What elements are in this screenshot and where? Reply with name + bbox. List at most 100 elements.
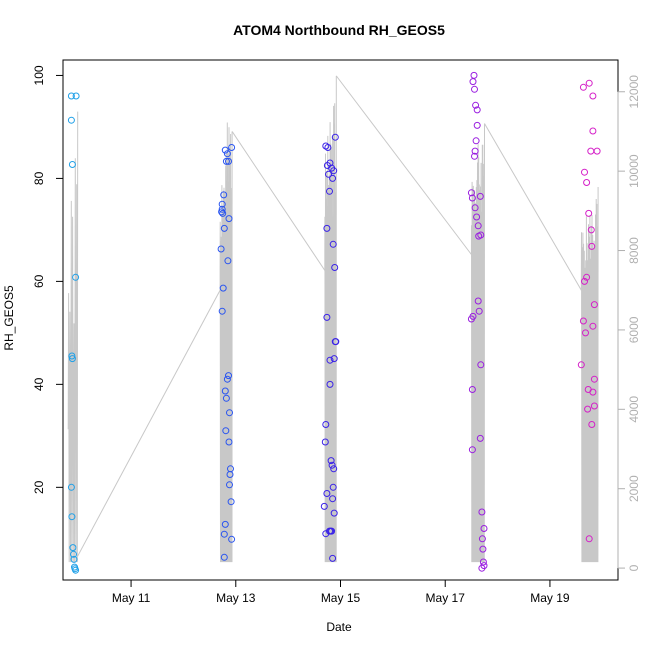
data-point-flight-4 <box>478 564 486 572</box>
data-point-flight-4 <box>468 386 476 393</box>
data-point-flight-4 <box>475 307 483 315</box>
data-point-flight-5 <box>583 273 591 281</box>
data-point-flight-2 <box>222 427 230 435</box>
altitude-flight-3 <box>324 75 337 563</box>
y-axis-label: RH_GEOS5 <box>2 285 16 351</box>
altitude-flight-4 <box>470 123 485 563</box>
x-tick-label: May 19 <box>530 591 570 605</box>
data-point-flight-3 <box>326 380 334 388</box>
data-point-flight-5 <box>589 388 597 396</box>
data-point-flight-1 <box>68 161 76 168</box>
data-point-flight-4 <box>472 101 480 109</box>
data-point-flight-2 <box>224 257 232 265</box>
data-point-flight-2 <box>221 387 229 395</box>
data-point-flight-3 <box>322 421 330 428</box>
data-point-flight-3 <box>329 483 337 491</box>
data-point-flight-4 <box>476 434 484 442</box>
chart-title: ATOM4 Northbound RH_GEOS5 <box>233 22 445 38</box>
altitude-flight-1 <box>67 111 79 563</box>
data-point-flight-2 <box>218 208 226 216</box>
data-point-flight-4 <box>468 446 476 454</box>
data-point-flight-4 <box>467 315 475 323</box>
data-point-flight-3 <box>330 509 338 517</box>
y-axis: 20 40 60 80 100 <box>32 65 64 494</box>
data-point-flight-3 <box>331 264 339 271</box>
data-point-flight-5 <box>589 322 597 330</box>
data-point-flight-2 <box>223 375 231 383</box>
data-point-flight-5 <box>585 535 593 543</box>
data-point-flight-2 <box>220 530 228 538</box>
data-point-flight-2 <box>225 215 233 223</box>
altitude-flight-5 <box>580 186 599 563</box>
y-tick-label: 20 <box>32 480 46 494</box>
y-right-tick-label: 8000 <box>627 237 641 264</box>
data-point-flight-4 <box>479 558 487 566</box>
data-point-flight-1 <box>67 92 75 100</box>
data-point-flight-2 <box>227 498 235 506</box>
data-point-flight-5 <box>583 179 591 186</box>
data-point-flight-1 <box>67 116 75 124</box>
plot-frame <box>62 59 619 581</box>
data-point-flight-5 <box>579 317 587 325</box>
data-point-flight-4 <box>473 213 481 221</box>
y-axis-right: 0 2000 4000 6000 8000 10000 12000 <box>617 75 641 571</box>
altitude-transit-2 <box>231 131 326 271</box>
data-point-flight-5 <box>590 301 598 309</box>
data-point-flight-5 <box>589 92 597 100</box>
data-point-flight-3 <box>323 313 331 321</box>
data-point-flight-2 <box>218 307 226 315</box>
data-point-flight-5 <box>585 79 593 87</box>
data-point-flight-3 <box>330 167 338 175</box>
data-point-flight-5 <box>588 421 596 428</box>
y-right-tick-label: 6000 <box>627 316 641 343</box>
data-point-flight-2 <box>222 157 230 165</box>
data-point-flight-2 <box>228 144 236 151</box>
y-tick-label: 40 <box>32 377 46 391</box>
x-axis: May 11 May 13 May 15 May 17 May 19 <box>112 579 570 605</box>
points-layer <box>67 71 601 574</box>
x-tick-label: May 13 <box>216 591 256 605</box>
data-point-flight-2 <box>225 438 233 446</box>
data-point-flight-4 <box>478 508 486 516</box>
data-point-flight-3 <box>321 438 329 446</box>
data-point-flight-5 <box>590 402 598 410</box>
y-tick-label: 60 <box>32 274 46 288</box>
data-point-flight-4 <box>468 194 476 202</box>
data-point-flight-2 <box>226 409 233 417</box>
data-point-flight-3 <box>330 465 338 473</box>
data-point-flight-4 <box>472 137 480 145</box>
data-point-flight-3 <box>326 187 333 195</box>
x-tick-label: May 17 <box>426 591 466 605</box>
data-point-flight-3 <box>328 461 336 469</box>
data-point-flight-5 <box>588 242 596 250</box>
data-point-flight-5 <box>587 226 595 234</box>
x-axis-label: Date <box>326 620 352 634</box>
data-point-flight-5 <box>581 277 588 285</box>
data-point-flight-4 <box>479 545 487 553</box>
data-point-flight-3 <box>327 457 335 465</box>
y-right-tick-label: 2000 <box>627 475 641 502</box>
y-tick-label: 100 <box>32 65 46 85</box>
data-point-flight-1 <box>70 550 77 558</box>
data-point-flight-1 <box>72 92 80 100</box>
y-right-tick-label: 12000 <box>627 75 641 109</box>
data-point-flight-1 <box>68 355 76 363</box>
data-point-flight-3 <box>332 338 340 346</box>
data-point-flight-2 <box>219 209 227 217</box>
data-point-flight-5 <box>579 83 587 91</box>
altitude-flight-2 <box>219 122 233 563</box>
data-point-flight-5 <box>582 329 589 337</box>
y-tick-label: 80 <box>32 171 46 185</box>
data-point-flight-4 <box>471 204 479 212</box>
data-point-flight-4 <box>471 152 478 160</box>
data-point-flight-2 <box>221 146 229 154</box>
data-point-flight-4 <box>469 78 477 86</box>
data-point-flight-4 <box>473 121 481 129</box>
data-point-flight-1 <box>70 555 78 563</box>
data-point-flight-4 <box>478 535 486 543</box>
data-point-flight-2 <box>225 372 232 380</box>
data-point-flight-4 <box>474 222 482 230</box>
data-point-flight-3 <box>325 170 332 178</box>
data-point-flight-2 <box>218 205 226 213</box>
data-point-flight-1 <box>68 352 76 360</box>
